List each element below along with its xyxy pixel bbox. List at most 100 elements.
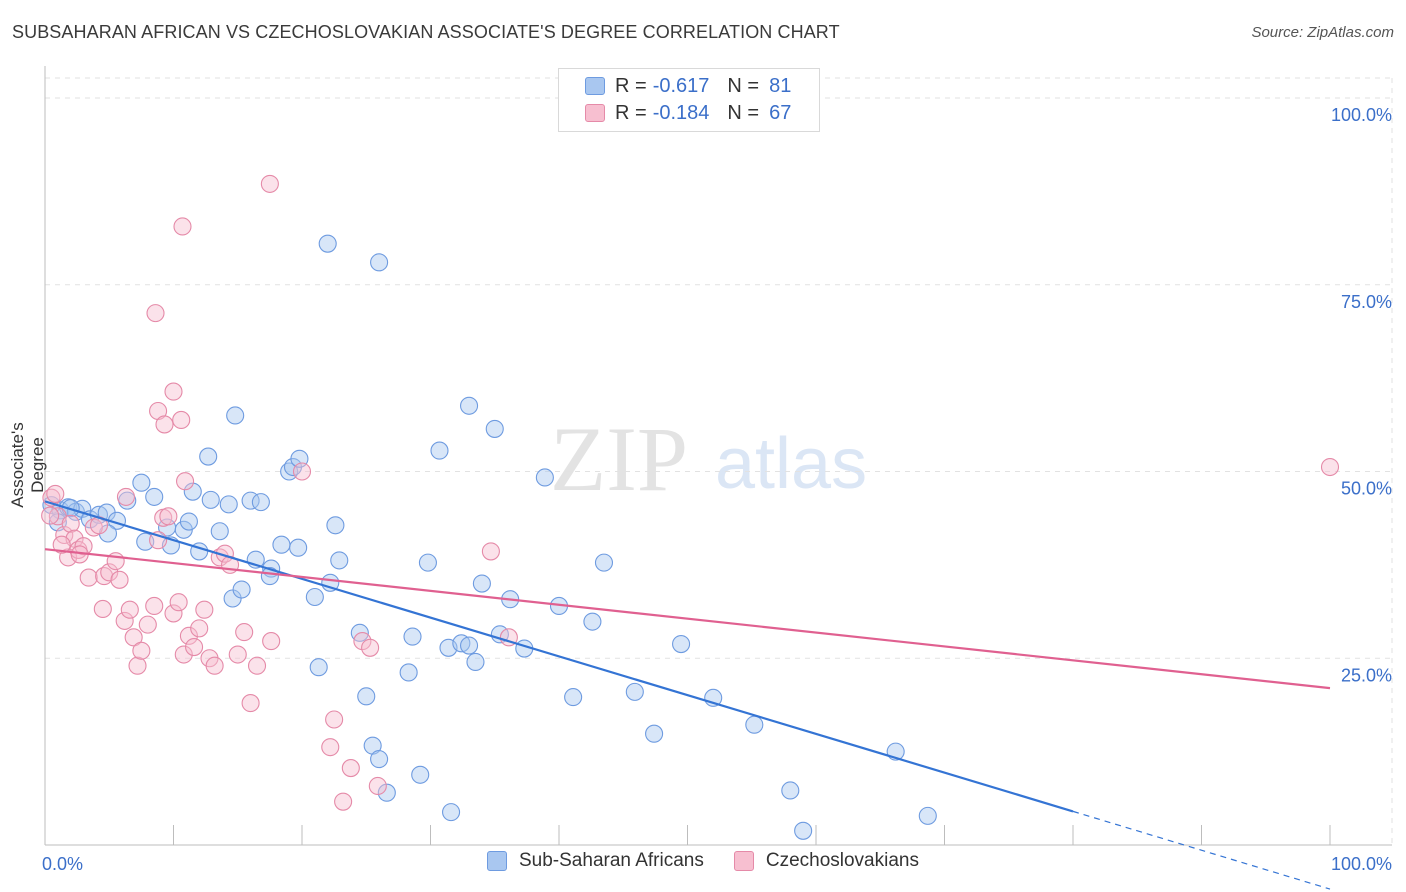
point-sub-saharan	[918, 806, 937, 825]
point-czechoslovakian	[1320, 457, 1340, 477]
point-czechoslovakian	[176, 472, 195, 491]
stats-row-pink: R = -0.184 N = 67	[585, 100, 791, 126]
point-sub-saharan	[132, 473, 151, 492]
r-value: -0.617	[652, 74, 710, 97]
y-tick-label: 100.0%	[1331, 105, 1392, 125]
axes	[44, 66, 1392, 846]
point-sub-saharan	[459, 396, 479, 415]
point-czechoslovakian	[115, 611, 134, 630]
point-czechoslovakian	[190, 619, 209, 638]
point-sub-saharan	[583, 612, 602, 631]
point-sub-saharan	[745, 715, 764, 734]
trendline-czechoslovakian	[44, 548, 1331, 690]
point-sub-saharan	[472, 574, 491, 593]
y-tick-label: 75.0%	[1341, 292, 1392, 312]
point-sub-saharan	[326, 516, 345, 535]
point-czechoslovakian	[353, 632, 372, 651]
point-sub-saharan	[251, 493, 270, 512]
point-sub-saharan	[226, 406, 245, 425]
point-czechoslovakian	[155, 415, 174, 434]
point-sub-saharan	[357, 687, 376, 706]
watermark: ZIP atlas	[550, 408, 867, 510]
point-sub-saharan	[309, 658, 328, 677]
point-czechoslovakian	[179, 626, 198, 645]
point-czechoslovakian	[159, 507, 178, 526]
series-legend: Sub-Saharan Africans Czechoslovakians	[0, 850, 1406, 872]
r-value: -0.184	[652, 101, 710, 124]
watermark-atlas: atlas	[715, 424, 867, 504]
point-czechoslovakian	[93, 599, 112, 618]
point-czechoslovakian	[368, 776, 387, 796]
point-sub-saharan	[260, 567, 279, 586]
point-sub-saharan	[794, 821, 813, 840]
trendline-sub-saharan	[44, 500, 1074, 813]
point-czechoslovakian	[100, 563, 119, 582]
legend-swatch-pink	[585, 104, 605, 122]
point-czechoslovakian	[41, 506, 60, 525]
r-label: R =	[615, 101, 647, 124]
point-czechoslovakian	[205, 656, 224, 675]
n-label: N =	[727, 74, 760, 97]
point-czechoslovakian	[173, 217, 192, 236]
trend-lines	[44, 500, 1331, 890]
tick-labels: 25.0% 50.0% 75.0% 100.0% 0.0% 100.0%	[42, 105, 1392, 874]
point-czechoslovakian	[169, 593, 188, 612]
point-sub-saharan	[183, 482, 202, 501]
legend-swatch-blue	[585, 77, 605, 95]
chart-title: SUBSAHARAN AFRICAN VS CZECHOSLOVAKIAN AS…	[12, 22, 840, 42]
point-czechoslovakian	[120, 600, 139, 619]
trendline-sub-saharan-extension	[1072, 810, 1331, 890]
r-label: R =	[615, 74, 647, 97]
grid-lines	[45, 77, 1393, 845]
point-czechoslovakian	[52, 535, 71, 554]
stats-legend: R = -0.617 N = 81 R = -0.184 N = 67	[558, 68, 820, 132]
point-czechoslovakian	[247, 656, 267, 675]
data-points	[41, 174, 1340, 840]
point-czechoslovakian	[79, 568, 98, 587]
point-czechoslovakian	[341, 759, 360, 778]
point-sub-saharan	[330, 551, 349, 570]
legend-label: Czechoslovakians	[765, 850, 919, 871]
point-czechoslovakian	[481, 542, 500, 561]
point-sub-saharan	[594, 553, 614, 572]
point-czechoslovakian	[132, 641, 151, 660]
point-czechoslovakian	[325, 710, 344, 729]
point-czechoslovakian	[228, 645, 247, 664]
point-sub-saharan	[442, 803, 461, 822]
point-sub-saharan	[179, 512, 198, 531]
point-czechoslovakian	[164, 382, 183, 401]
point-czechoslovakian	[116, 487, 136, 506]
point-sub-saharan	[459, 636, 479, 655]
point-sub-saharan	[625, 682, 644, 701]
point-sub-saharan	[305, 587, 324, 607]
point-sub-saharan	[418, 553, 437, 572]
point-sub-saharan	[272, 535, 291, 554]
legend-item-czechoslovakians: Czechoslovakians	[733, 850, 919, 872]
point-czechoslovakian	[46, 484, 65, 503]
point-czechoslovakian	[185, 637, 204, 657]
point-czechoslovakian	[235, 623, 254, 642]
y-tick-label: 50.0%	[1341, 479, 1392, 499]
point-czechoslovakian	[321, 738, 340, 757]
point-czechoslovakian	[195, 600, 214, 619]
n-value: 81	[769, 74, 792, 97]
legend-label: Sub-Saharan Africans	[519, 850, 704, 871]
point-czechoslovakian	[174, 645, 193, 664]
x-tick-label: 0.0%	[42, 854, 83, 874]
point-sub-saharan	[466, 652, 485, 672]
point-sub-saharan	[219, 495, 238, 514]
point-sub-saharan	[210, 522, 229, 541]
stats-row-blue: R = -0.617 N = 81	[585, 73, 791, 99]
point-sub-saharan	[232, 580, 251, 599]
point-czechoslovakian	[334, 792, 353, 811]
point-sub-saharan	[564, 688, 583, 707]
point-sub-saharan	[535, 468, 554, 487]
point-sub-saharan	[370, 253, 389, 272]
point-sub-saharan	[289, 538, 308, 557]
point-czechoslovakian	[361, 638, 380, 657]
y-axis-label: Associate's Degree	[8, 422, 47, 508]
point-sub-saharan	[318, 234, 337, 253]
point-czechoslovakian	[146, 304, 165, 323]
point-sub-saharan	[430, 441, 449, 460]
